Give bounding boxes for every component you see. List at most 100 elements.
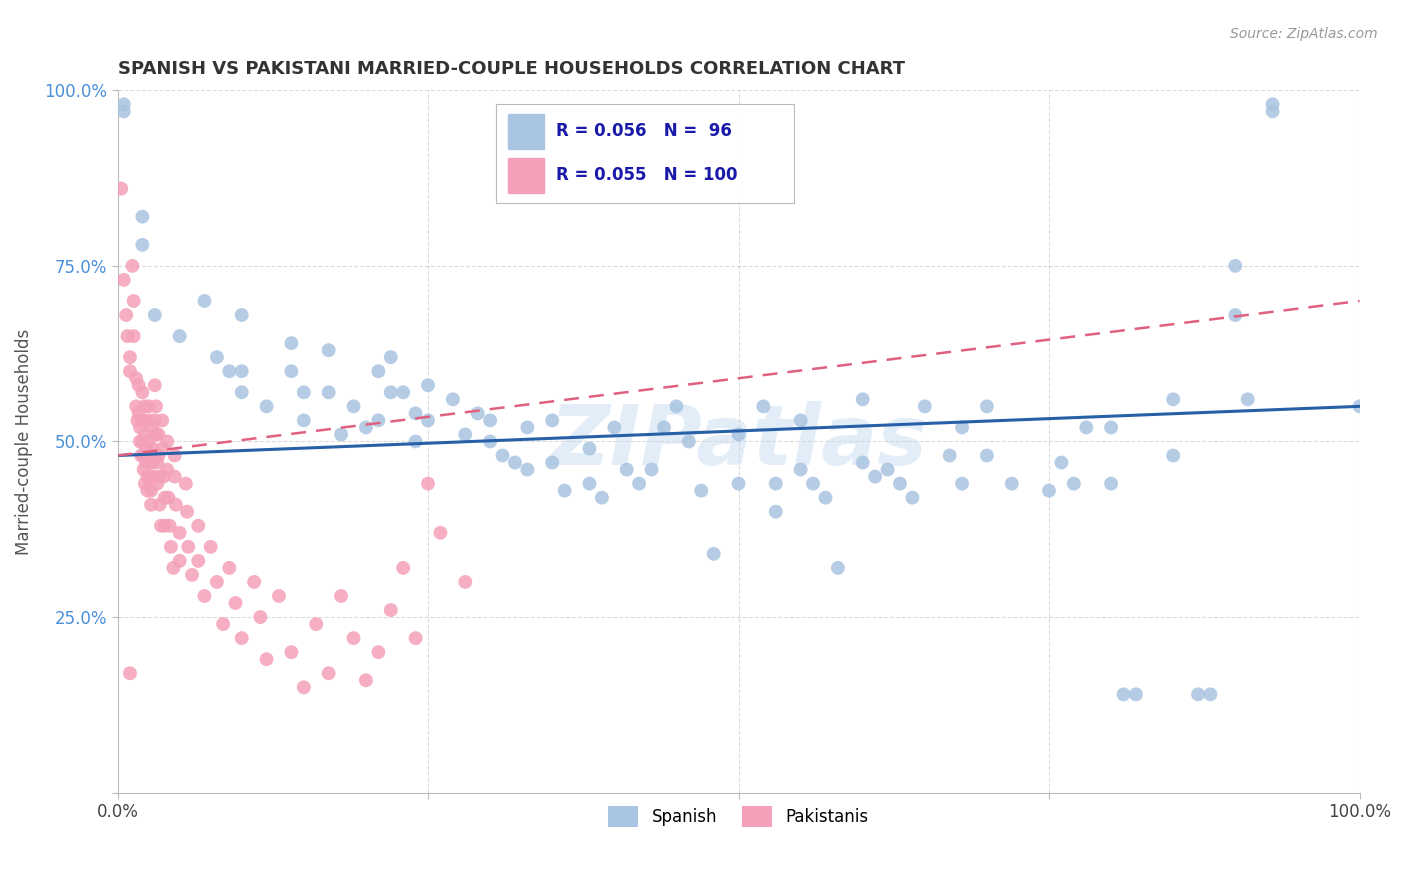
Point <box>132 462 155 476</box>
Point <box>578 476 600 491</box>
Point <box>814 491 837 505</box>
Point <box>765 505 787 519</box>
Point <box>578 442 600 456</box>
Point <box>143 378 166 392</box>
Point <box>136 469 159 483</box>
Point <box>454 574 477 589</box>
Point <box>429 525 451 540</box>
Point <box>200 540 222 554</box>
Point <box>129 449 152 463</box>
Point <box>318 385 340 400</box>
Point <box>1099 420 1122 434</box>
Point <box>876 462 898 476</box>
Point <box>628 476 651 491</box>
Point <box>392 561 415 575</box>
Text: SPANISH VS PAKISTANI MARRIED-COUPLE HOUSEHOLDS CORRELATION CHART: SPANISH VS PAKISTANI MARRIED-COUPLE HOUS… <box>118 60 904 78</box>
Point <box>150 413 173 427</box>
Point <box>1199 687 1222 701</box>
Point <box>280 645 302 659</box>
Point <box>640 462 662 476</box>
Point <box>177 540 200 554</box>
Point <box>112 273 135 287</box>
Point <box>146 456 169 470</box>
Point <box>169 329 191 343</box>
Point <box>852 392 875 407</box>
Point <box>122 293 145 308</box>
Point <box>165 498 187 512</box>
Point <box>280 364 302 378</box>
Point <box>367 645 389 659</box>
Point <box>1187 687 1209 701</box>
Point <box>157 491 180 505</box>
Point <box>367 364 389 378</box>
Point <box>243 574 266 589</box>
Point <box>149 469 172 483</box>
Point <box>118 350 141 364</box>
Point <box>205 350 228 364</box>
Point <box>231 308 253 322</box>
Point <box>128 378 150 392</box>
Point <box>139 483 162 498</box>
Point <box>665 400 688 414</box>
Point <box>176 505 198 519</box>
Point <box>789 413 811 427</box>
Point <box>112 104 135 119</box>
Point <box>342 631 364 645</box>
Point <box>231 385 253 400</box>
Point <box>135 442 157 456</box>
Point <box>541 413 564 427</box>
Point <box>901 491 924 505</box>
Point <box>292 385 315 400</box>
Point <box>115 308 138 322</box>
Point <box>554 483 576 498</box>
Point <box>392 385 415 400</box>
Point <box>125 400 148 414</box>
Point <box>156 462 179 476</box>
Text: ZIPatlas: ZIPatlas <box>550 401 928 482</box>
Point <box>1050 456 1073 470</box>
Point <box>503 456 526 470</box>
Point <box>148 449 170 463</box>
Point <box>292 681 315 695</box>
Point <box>231 364 253 378</box>
Point <box>131 434 153 449</box>
Point <box>138 413 160 427</box>
Point <box>827 561 849 575</box>
Point <box>128 434 150 449</box>
Point <box>118 666 141 681</box>
Point <box>145 400 167 414</box>
Point <box>479 434 502 449</box>
Point <box>354 420 377 434</box>
Point <box>367 413 389 427</box>
Point <box>193 589 215 603</box>
Point <box>416 476 439 491</box>
Point <box>131 237 153 252</box>
Point <box>416 378 439 392</box>
Point <box>765 476 787 491</box>
Point <box>134 427 156 442</box>
Point <box>141 456 163 470</box>
Point <box>225 596 247 610</box>
Point <box>1001 476 1024 491</box>
Point <box>212 617 235 632</box>
Point <box>591 491 613 505</box>
Point <box>153 491 176 505</box>
Point <box>131 413 153 427</box>
Point <box>380 385 402 400</box>
Y-axis label: Married-couple Households: Married-couple Households <box>15 328 32 555</box>
Point <box>122 329 145 343</box>
Point <box>150 442 173 456</box>
Point <box>342 400 364 414</box>
Point <box>139 469 162 483</box>
Point <box>218 364 240 378</box>
Point <box>950 420 973 434</box>
Point <box>156 434 179 449</box>
Point <box>132 449 155 463</box>
Point <box>1225 259 1247 273</box>
Point <box>801 476 824 491</box>
Point <box>163 469 186 483</box>
Point <box>405 434 427 449</box>
Point <box>149 498 172 512</box>
Point <box>128 406 150 420</box>
Text: Source: ZipAtlas.com: Source: ZipAtlas.com <box>1230 27 1378 41</box>
